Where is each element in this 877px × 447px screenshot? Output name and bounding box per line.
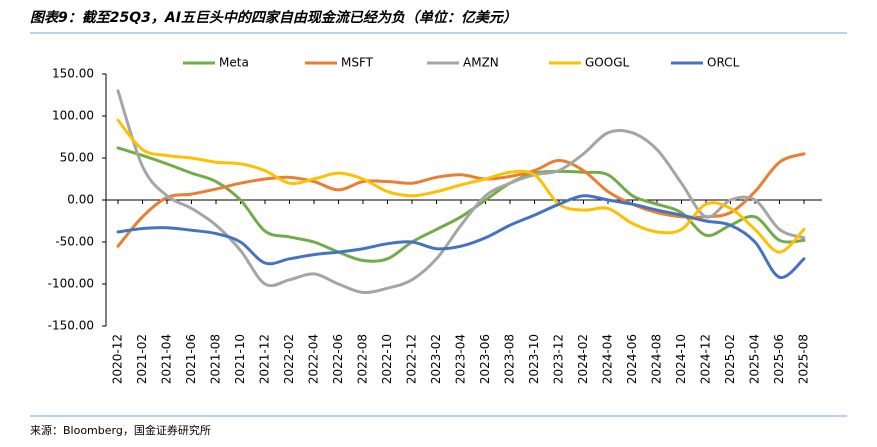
y-tick-label: -100.00	[48, 277, 94, 291]
legend-label: Meta	[219, 56, 249, 70]
x-tick-label: 2022-06	[331, 334, 345, 384]
x-tick-label: 2020-12	[111, 334, 125, 384]
y-tick-label: -50.00	[55, 235, 94, 249]
x-tick-label: 2024-06	[625, 334, 639, 384]
x-tick-label: 2025-02	[723, 334, 737, 384]
x-tick-label: 2022-10	[380, 334, 394, 384]
x-tick-label: 2023-12	[552, 334, 566, 384]
x-tick-label: 2025-04	[748, 334, 762, 384]
x-tick-label: 2021-04	[160, 334, 174, 384]
x-tick-label: 2022-08	[356, 334, 370, 384]
y-tick-label: 100.00	[52, 109, 94, 123]
legend-label: MSFT	[341, 56, 374, 70]
x-tick-label: 2021-08	[209, 334, 223, 384]
x-tick-label: 2023-10	[527, 334, 541, 384]
x-tick-label: 2025-06	[772, 334, 786, 384]
y-tick-label: 0.00	[67, 193, 94, 207]
series-line	[116, 146, 806, 263]
source: 来源：Bloomberg，国金证券研究所	[30, 423, 211, 437]
x-tick-label: 2024-08	[650, 334, 664, 384]
legend-label: AMZN	[463, 56, 499, 70]
y-tick-label: 150.00	[52, 67, 94, 81]
x-tick-label: 2024-02	[576, 334, 590, 384]
y-tick-label: -150.00	[48, 319, 94, 333]
x-tick-label: 2021-10	[233, 334, 247, 384]
x-tick-label: 2021-06	[184, 334, 198, 384]
x-tick-label: 2024-10	[674, 334, 688, 384]
chart-title: 图表9：截至25Q3，AI五巨头中的四家自由现金流已经为负（单位：亿美元）	[30, 9, 517, 26]
x-tick-label: 2022-12	[405, 334, 419, 384]
x-tick-label: 2023-02	[429, 334, 443, 384]
x-tick-label: 2025-08	[797, 334, 811, 384]
legend-label: GOOGL	[585, 56, 629, 70]
series-line	[116, 118, 806, 254]
series-line	[116, 89, 806, 295]
x-tick-label: 2022-04	[307, 334, 321, 384]
x-tick-label: 2021-12	[258, 334, 272, 384]
x-tick-label: 2021-02	[135, 334, 149, 384]
x-tick-label: 2022-02	[282, 334, 296, 384]
y-tick-label: 50.00	[60, 151, 94, 165]
x-tick-label: 2024-12	[699, 334, 713, 384]
legend-label: ORCL	[707, 56, 740, 70]
x-tick-label: 2023-04	[454, 334, 468, 384]
x-tick-label: 2023-06	[478, 334, 492, 384]
x-tick-label: 2023-08	[503, 334, 517, 384]
series-line	[116, 194, 806, 279]
x-tick-label: 2024-04	[601, 334, 615, 384]
